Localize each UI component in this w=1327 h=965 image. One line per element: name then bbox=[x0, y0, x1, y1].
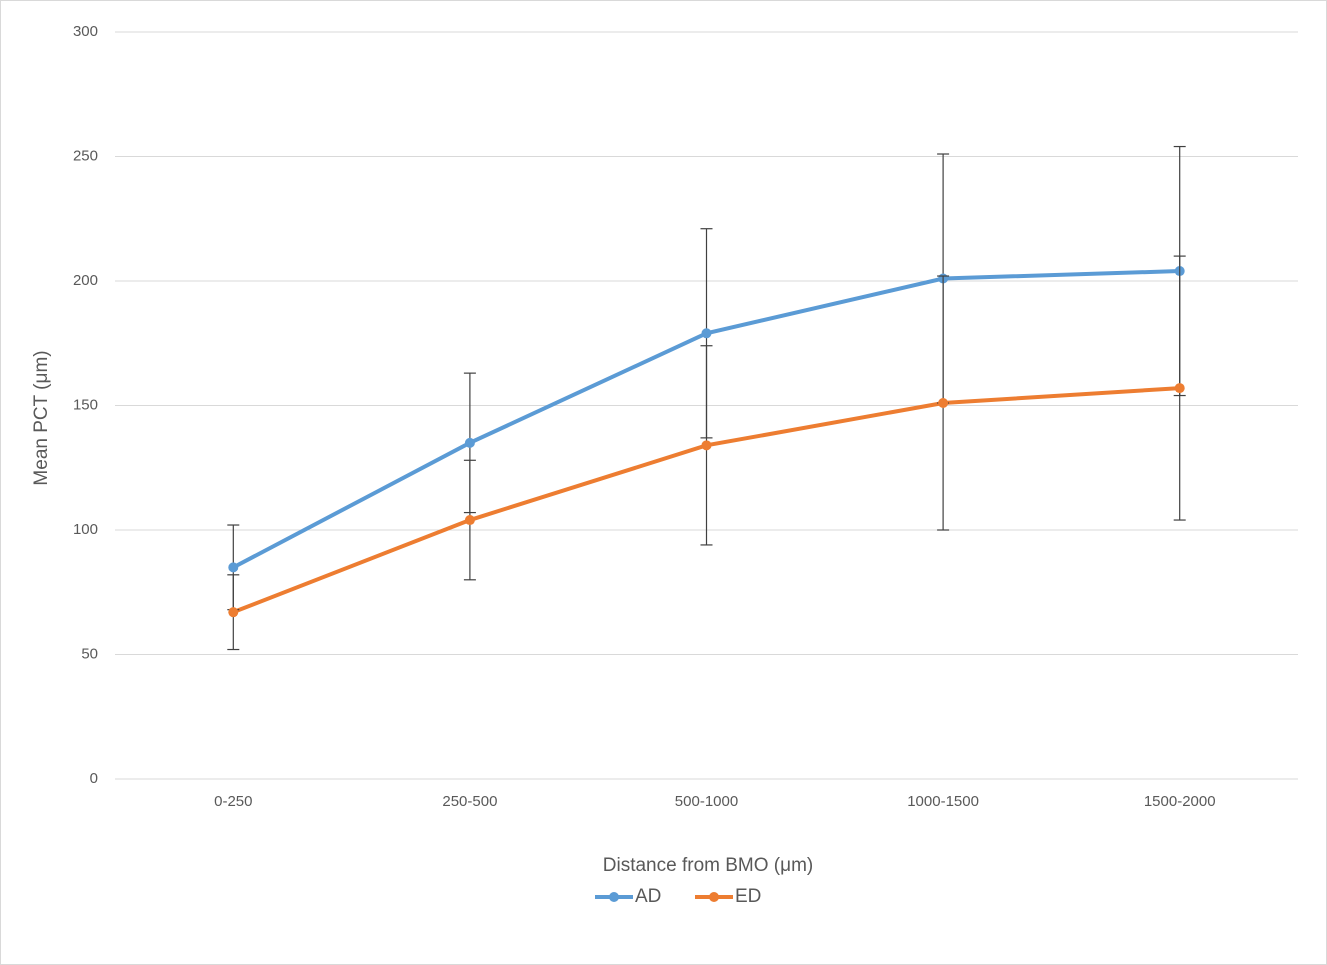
legend-marker bbox=[709, 892, 719, 902]
legend-label: ED bbox=[735, 886, 761, 907]
marker bbox=[228, 562, 239, 573]
y-tick-label: 300 bbox=[73, 23, 98, 40]
marker bbox=[938, 398, 949, 409]
x-tick-label: 0-250 bbox=[214, 793, 252, 810]
marker bbox=[1174, 383, 1185, 394]
legend-label: AD bbox=[635, 886, 661, 907]
y-tick-label: 250 bbox=[73, 147, 98, 164]
y-tick-label: 200 bbox=[73, 272, 98, 289]
y-tick-label: 150 bbox=[73, 396, 98, 413]
y-tick-label: 50 bbox=[81, 645, 98, 662]
marker bbox=[701, 328, 712, 339]
marker bbox=[464, 437, 475, 448]
marker bbox=[464, 515, 475, 526]
x-tick-label: 1500-2000 bbox=[1144, 793, 1216, 810]
y-tick-label: 100 bbox=[73, 521, 98, 538]
x-tick-label: 1000-1500 bbox=[907, 793, 979, 810]
x-axis-label: Distance from BMO (μm) bbox=[603, 855, 813, 876]
marker bbox=[228, 607, 239, 618]
x-tick-label: 500-1000 bbox=[675, 793, 738, 810]
legend-marker bbox=[609, 892, 619, 902]
y-axis-label: Mean PCT (μm) bbox=[31, 350, 52, 485]
marker bbox=[701, 440, 712, 451]
y-tick-label: 0 bbox=[90, 770, 98, 787]
x-tick-label: 250-500 bbox=[442, 793, 497, 810]
